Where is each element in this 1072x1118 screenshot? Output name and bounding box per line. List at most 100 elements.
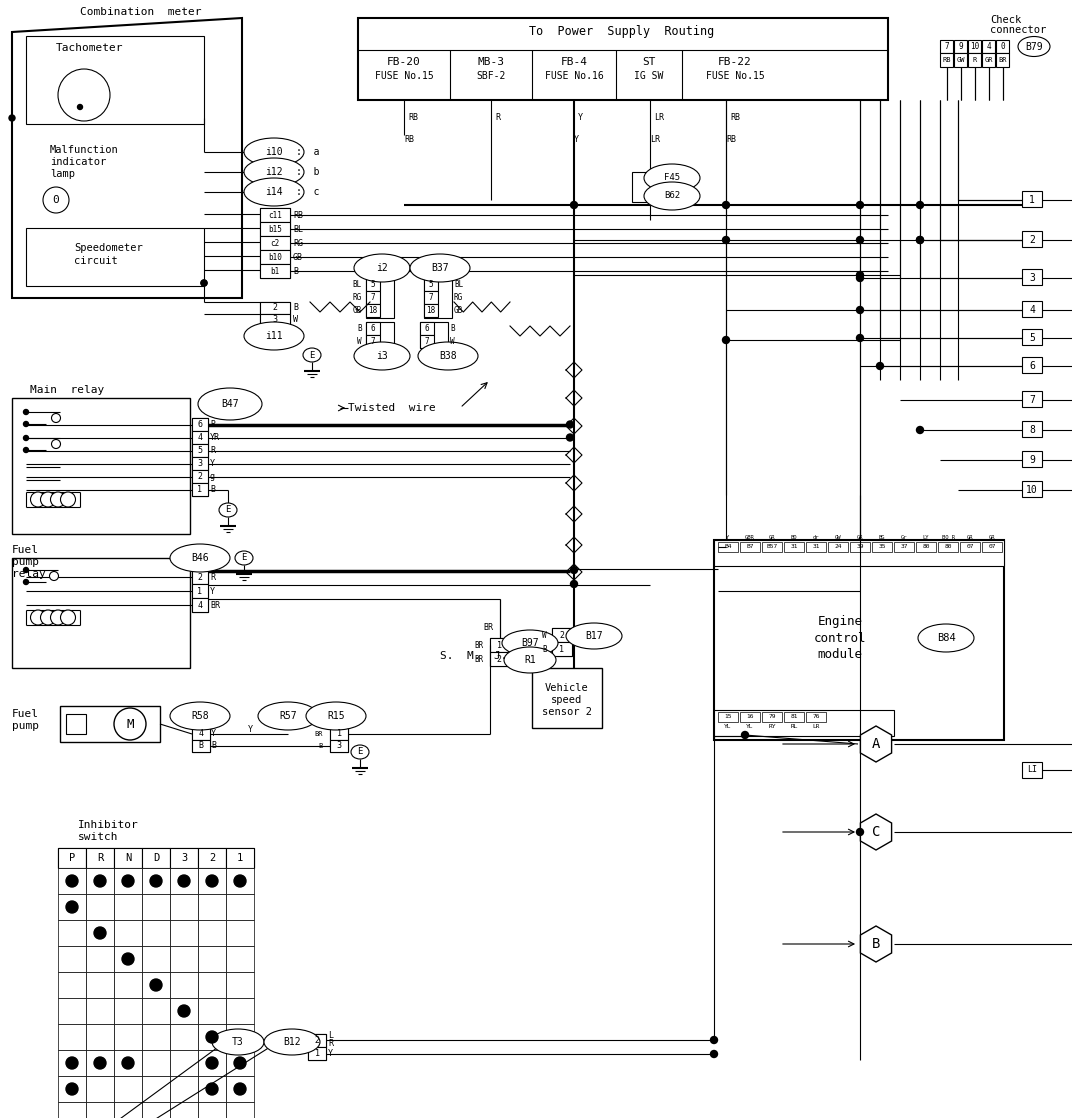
Bar xyxy=(954,40,967,53)
Text: RB: RB xyxy=(726,135,736,144)
Bar xyxy=(226,1102,254,1118)
Bar xyxy=(142,972,170,998)
Bar xyxy=(366,291,379,304)
Circle shape xyxy=(857,306,864,313)
Bar xyxy=(58,972,86,998)
Text: 3: 3 xyxy=(272,315,278,324)
Bar xyxy=(86,946,114,972)
Text: BR: BR xyxy=(483,624,493,633)
Bar xyxy=(425,278,452,318)
Bar xyxy=(260,250,291,264)
Bar xyxy=(552,628,572,656)
Circle shape xyxy=(234,875,245,887)
Bar xyxy=(1022,481,1042,498)
Text: B: B xyxy=(293,303,298,313)
Bar xyxy=(142,920,170,946)
Bar xyxy=(198,1102,226,1118)
Bar xyxy=(58,868,86,894)
Text: LR: LR xyxy=(650,135,660,144)
Bar xyxy=(632,172,652,202)
Circle shape xyxy=(234,1057,245,1069)
Text: GB: GB xyxy=(293,253,303,262)
Circle shape xyxy=(94,1057,106,1069)
Bar xyxy=(192,740,210,752)
Text: 2: 2 xyxy=(1029,235,1034,245)
Text: 80: 80 xyxy=(922,544,929,550)
Text: B: B xyxy=(450,324,455,333)
Circle shape xyxy=(50,610,65,625)
Bar xyxy=(1022,191,1042,207)
Text: R: R xyxy=(210,420,215,429)
Text: W: W xyxy=(357,337,362,345)
Ellipse shape xyxy=(235,551,253,565)
Text: RY: RY xyxy=(769,724,776,729)
Bar xyxy=(86,1024,114,1050)
Circle shape xyxy=(917,426,923,434)
Bar xyxy=(170,868,198,894)
Bar xyxy=(26,228,204,286)
Text: B97: B97 xyxy=(521,638,539,648)
Text: 1: 1 xyxy=(197,587,203,596)
Text: :  c: : c xyxy=(296,187,319,197)
Bar xyxy=(954,53,967,67)
Text: Engine: Engine xyxy=(818,616,863,628)
Text: 0: 0 xyxy=(53,195,59,205)
Circle shape xyxy=(202,280,207,286)
Bar xyxy=(1022,357,1042,373)
Text: sensor 2: sensor 2 xyxy=(542,707,592,717)
Text: FB-4: FB-4 xyxy=(561,57,587,67)
Ellipse shape xyxy=(351,745,369,759)
Circle shape xyxy=(570,580,578,587)
Circle shape xyxy=(206,1057,218,1069)
Text: 10: 10 xyxy=(970,42,979,51)
Bar xyxy=(828,542,848,552)
Text: ST: ST xyxy=(642,57,656,67)
Circle shape xyxy=(41,610,56,625)
Text: 07: 07 xyxy=(966,544,973,550)
Text: indicator: indicator xyxy=(50,157,106,167)
Text: GB: GB xyxy=(455,306,463,315)
Text: Vehicle: Vehicle xyxy=(546,683,589,693)
Bar xyxy=(996,40,1009,53)
Text: 81: 81 xyxy=(790,714,798,720)
Text: relay: relay xyxy=(12,569,46,579)
Text: dr: dr xyxy=(813,536,819,540)
Text: BL: BL xyxy=(353,280,362,288)
Circle shape xyxy=(24,579,29,585)
Bar xyxy=(86,1050,114,1076)
Text: 18: 18 xyxy=(427,306,435,315)
Text: GR: GR xyxy=(984,57,993,63)
Bar xyxy=(330,740,348,752)
Bar xyxy=(60,705,160,742)
Text: GR: GR xyxy=(857,536,863,540)
Text: B37: B37 xyxy=(431,263,449,273)
Text: R: R xyxy=(495,114,500,123)
Bar xyxy=(714,540,1004,566)
Text: i3: i3 xyxy=(376,351,388,361)
Text: Y: Y xyxy=(574,135,579,144)
Text: A: A xyxy=(872,737,880,751)
Bar xyxy=(490,638,508,652)
Bar xyxy=(170,972,198,998)
Bar xyxy=(226,894,254,920)
Bar xyxy=(58,1102,86,1118)
Bar xyxy=(260,208,291,222)
Ellipse shape xyxy=(354,342,410,370)
Bar xyxy=(226,1050,254,1076)
Text: 35: 35 xyxy=(878,544,885,550)
Bar xyxy=(86,868,114,894)
Text: 4: 4 xyxy=(197,600,203,609)
Text: 2: 2 xyxy=(496,654,502,663)
Bar xyxy=(850,542,870,552)
Text: M: M xyxy=(126,718,134,730)
Bar xyxy=(308,1034,326,1060)
Text: FB-22: FB-22 xyxy=(718,57,751,67)
Text: 9: 9 xyxy=(958,42,963,51)
Bar xyxy=(86,920,114,946)
Text: B: B xyxy=(872,937,880,951)
Text: b15: b15 xyxy=(268,225,282,234)
Ellipse shape xyxy=(244,138,304,165)
Text: Inhibitor: Inhibitor xyxy=(78,819,138,830)
Bar xyxy=(260,264,291,278)
Text: 7: 7 xyxy=(429,293,433,302)
